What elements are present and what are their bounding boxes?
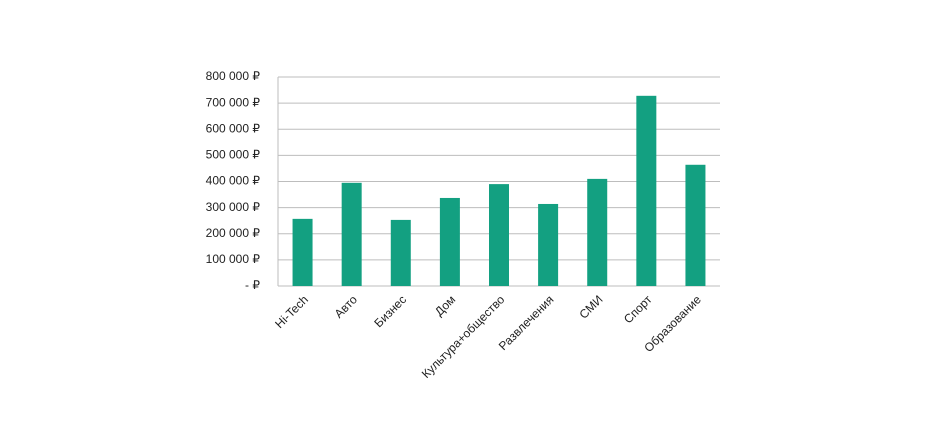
y-tick-label: 100 000 ₽ — [206, 252, 261, 266]
bar — [538, 203, 559, 286]
y-tick-label: - ₽ — [245, 278, 260, 292]
bar — [587, 178, 608, 286]
y-tick-label: 400 000 ₽ — [206, 174, 261, 188]
y-tick-label: 500 000 ₽ — [206, 148, 261, 162]
x-tick-label: Дом — [432, 292, 458, 318]
bar — [292, 218, 313, 286]
bar — [636, 95, 657, 286]
bar — [685, 164, 706, 286]
y-tick-label: 600 000 ₽ — [206, 121, 261, 135]
x-tick-label: Hi-Tech — [272, 292, 311, 331]
x-tick-label: Спорт — [621, 292, 655, 326]
y-tick-label: 200 000 ₽ — [206, 226, 261, 240]
bar — [439, 197, 460, 286]
x-tick-label: Бизнес — [371, 292, 409, 330]
y-tick-label: 300 000 ₽ — [206, 200, 261, 214]
bar — [390, 219, 411, 286]
x-tick-label: Авто — [332, 292, 361, 321]
bar — [489, 184, 509, 286]
x-tick-label: СМИ — [576, 292, 605, 321]
y-tick-label: 800 000 ₽ — [206, 69, 261, 83]
y-tick-label: 700 000 ₽ — [206, 95, 261, 109]
x-tick-label: Культура+общество — [419, 292, 508, 381]
bar — [341, 182, 362, 286]
